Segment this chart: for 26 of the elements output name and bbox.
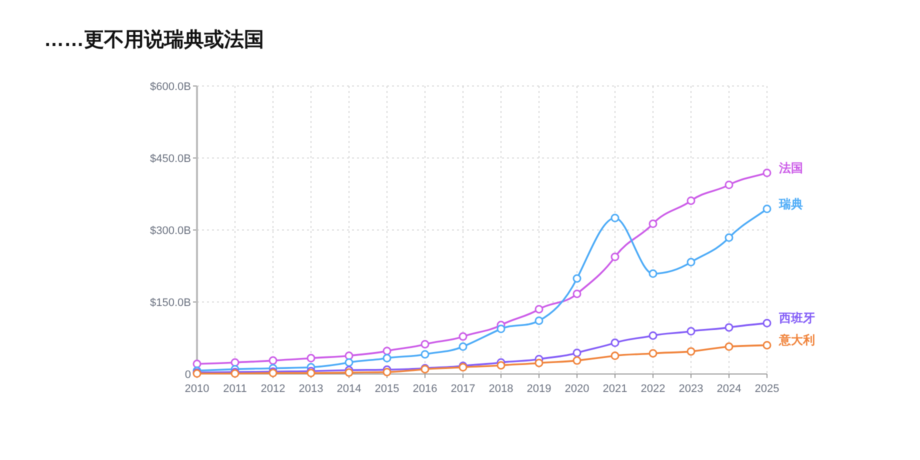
x-tick-label: 2018	[488, 383, 514, 395]
chart-title: ……更不用说瑞典或法国	[44, 29, 264, 51]
y-tick-label: 0	[184, 369, 191, 381]
x-tick-label: 2015	[374, 383, 400, 395]
x-tick-label: 2024	[716, 383, 742, 395]
y-tick-label: $450.0B	[150, 153, 191, 165]
x-tick-label: 2025	[754, 383, 780, 395]
y-tick-label: $600.0B	[150, 81, 191, 93]
series-label: 西班牙	[778, 311, 815, 326]
x-tick-label: 2010	[184, 383, 210, 395]
y-tick-label: $150.0B	[150, 297, 191, 309]
series-label: 瑞典	[778, 196, 803, 211]
x-tick-label: 2016	[412, 383, 438, 395]
x-tick-label: 2019	[526, 383, 552, 395]
series-label: 法国	[778, 160, 803, 175]
x-tick-label: 2017	[450, 383, 476, 395]
x-tick-label: 2021	[602, 383, 628, 395]
x-tick-label: 2020	[564, 383, 590, 395]
x-tick-label: 2011	[223, 383, 247, 395]
x-tick-label: 2014	[336, 383, 362, 395]
series-label: 意大利	[778, 333, 815, 348]
x-tick-label: 2022	[640, 383, 666, 395]
y-tick-label: $300.0B	[150, 225, 191, 237]
x-tick-label: 2013	[298, 383, 324, 395]
x-tick-label: 2012	[260, 383, 286, 395]
x-tick-label: 2023	[678, 383, 704, 395]
